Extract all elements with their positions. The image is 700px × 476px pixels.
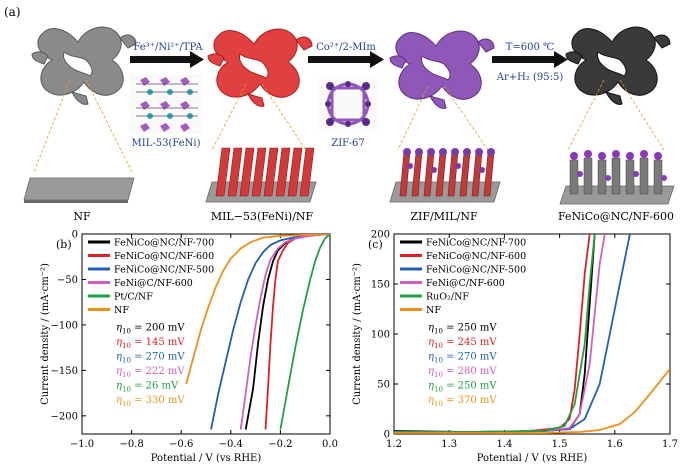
series-line-0 <box>244 234 330 430</box>
synthesis-schematic: (a) Fe³⁺/Ni²⁺/TPA Co²⁺/2-MIm T=600 ℃ Ar+… <box>4 5 675 223</box>
x-axis-label: Potential / V (vs RHE) <box>477 453 588 464</box>
x-tick-label: 1.6 <box>607 439 623 450</box>
x-axis-label: Potential / V (vs RHE) <box>151 453 262 464</box>
x-tick-label: −0.4 <box>219 439 243 450</box>
overpotential-label: η10 = 250 mV <box>428 381 497 394</box>
x-tick-label: −0.8 <box>119 439 143 450</box>
series-line-1 <box>394 234 591 433</box>
x-tick-label: 1.2 <box>386 439 402 450</box>
plot-frame <box>393 233 671 435</box>
zif67-crystal <box>318 76 378 132</box>
overpotential-label: η10 = 222 mV <box>116 366 185 379</box>
series-line-5 <box>394 368 670 434</box>
x-tick-label: −0.6 <box>169 439 193 450</box>
y-tick-label: −100 <box>51 320 78 331</box>
x-tick-label: −1.0 <box>70 439 94 450</box>
x-tick-label: −0.2 <box>268 439 292 450</box>
series-line-1 <box>264 234 330 430</box>
series-line-4 <box>279 234 330 430</box>
series-line-0 <box>394 234 596 433</box>
legend-entry: FeNiCo@NC/NF-500 <box>114 265 214 276</box>
overpotential-label: η10 = 370 mV <box>428 395 497 408</box>
x-tick-label: 1.5 <box>552 439 568 450</box>
overpotential-label: η10 = 26 mV <box>116 381 179 394</box>
mil53-label: MIL-53(FeNi) <box>132 138 201 149</box>
overpotential-label: η10 = 200 mV <box>116 323 185 336</box>
reagent-3: T=600 ℃ <box>506 42 555 53</box>
overpotential-label: η10 = 330 mV <box>116 395 185 408</box>
y-tick-label: 100 <box>371 330 390 341</box>
legend-entry: FeNiCo@NC/NF-700 <box>114 238 214 249</box>
chart-c: (c)1.2 1.3 1.4 1.5 1.6 1.7050100150200Potenti… <box>352 230 678 465</box>
panel-a-label: (a) <box>4 5 21 19</box>
legend-entry: FeNiCo@NC/NF-600 <box>114 251 214 262</box>
nf-substrate <box>23 177 135 203</box>
series-line-2 <box>210 234 330 430</box>
legend-entry: FeNiCo@NC/NF-700 <box>426 238 526 249</box>
mil-nf-substrate <box>205 147 317 203</box>
series-line-3 <box>239 234 330 430</box>
arrow-3 <box>492 51 568 68</box>
legend-entry: FeNi@C/NF-600 <box>114 278 193 289</box>
legend-entry: FeNiCo@NC/NF-600 <box>426 251 526 262</box>
overpotential-label: η10 = 270 mV <box>428 352 497 365</box>
y-tick-label: −150 <box>51 366 78 377</box>
mil-foam <box>207 28 313 107</box>
label-zif-mil-nf: ZIF/MIL/NF <box>410 210 478 223</box>
legend-entry: FeNi@C/NF-600 <box>426 278 505 289</box>
arrow-1 <box>130 51 204 68</box>
zif-mil-nf-substrate <box>389 148 501 203</box>
x-tick-label: 0.0 <box>322 439 338 450</box>
overpotential-label: η10 = 145 mV <box>116 337 185 350</box>
arrow-2 <box>308 51 384 68</box>
y-axis-label: Current density / (mA·cm⁻²) <box>40 263 51 405</box>
reagent-2: Co²⁺/2-MIm <box>316 42 376 53</box>
y-axis-label: Current density / (mA·cm⁻²) <box>352 263 363 405</box>
plot-frame <box>81 233 331 435</box>
panel-label: (c) <box>368 238 383 251</box>
label-mil-nf: MIL−53(FeNi)/NF <box>211 210 314 223</box>
legend-entry: Pt/C/NF <box>114 292 153 303</box>
label-nf: NF <box>73 210 91 223</box>
zif67-label: ZIF-67 <box>331 138 365 149</box>
reagent-3b: Ar+H₂ (95:5) <box>496 72 564 83</box>
series-line-5 <box>185 234 330 385</box>
chart-b: (b)−1.0 −0.8 −0.6 −0.4 −0.2 0.00−50−100−150−2… <box>40 230 338 465</box>
overpotential-label: η10 = 280 mV <box>428 366 497 379</box>
label-final: FeNiCo@NC/NF-600 <box>558 210 674 223</box>
y-tick-label: 50 <box>377 380 390 391</box>
series-line-4 <box>394 234 596 433</box>
final-substrate <box>559 150 675 205</box>
panel-label: (b) <box>56 238 72 251</box>
x-tick-label: 1.3 <box>441 439 457 450</box>
zif-foam <box>389 30 495 109</box>
series-line-3 <box>394 234 606 433</box>
y-tick-label: 0 <box>384 430 390 441</box>
series-line-2 <box>394 234 631 433</box>
nf-foam <box>31 26 137 105</box>
legend-entry: FeNiCo@NC/NF-500 <box>426 265 526 276</box>
legend-entry: RuO₂/NF <box>426 292 469 303</box>
y-tick-label: −200 <box>51 411 78 422</box>
legend-entry: NF <box>114 305 129 316</box>
mil53-crystal <box>130 74 202 134</box>
overpotential-label: η10 = 245 mV <box>428 337 497 350</box>
overpotential-label: η10 = 270 mV <box>116 352 185 365</box>
final-foam <box>565 26 671 105</box>
y-tick-label: −50 <box>57 275 78 286</box>
legend-entry: NF <box>426 305 441 316</box>
y-tick-label: 150 <box>371 280 390 291</box>
overpotential-label: η10 = 250 mV <box>428 323 497 336</box>
x-tick-label: 1.7 <box>662 439 678 450</box>
x-tick-label: 1.4 <box>496 439 512 450</box>
reagent-1: Fe³⁺/Ni²⁺/TPA <box>133 42 203 53</box>
